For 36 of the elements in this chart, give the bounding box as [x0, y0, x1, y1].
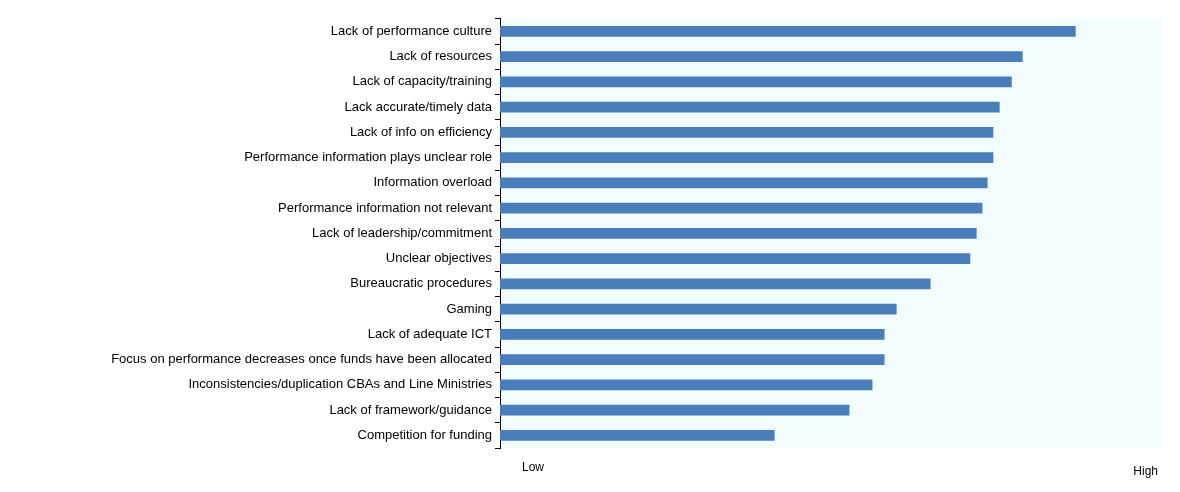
y-tick-label: Focus on performance decreases once funds have been allocated	[111, 351, 492, 367]
text: High	[1133, 464, 1158, 479]
bar	[500, 278, 931, 290]
y-tick-label: Performance information plays unclear role	[244, 149, 492, 165]
y-tick-label: Performance information not relevant	[278, 199, 493, 215]
y-tick-label: Competition for funding	[357, 426, 492, 442]
bar	[500, 51, 1023, 62]
bar	[500, 329, 885, 340]
y-tick-label: Gaming	[446, 300, 492, 316]
y-tick-label: Bureaucratic procedures	[350, 275, 493, 291]
bar	[500, 101, 1000, 113]
bar	[500, 177, 988, 189]
bar	[500, 127, 994, 138]
bar	[500, 202, 983, 214]
bar	[500, 228, 977, 239]
bar	[500, 379, 873, 391]
y-tick-label: Lack of framework/guidance	[329, 401, 492, 417]
y-tick-label: Inconsistencies/duplication CBAs and Line Ministries	[188, 376, 493, 392]
y-tick-label: Lack of resources	[389, 48, 493, 64]
bar	[500, 430, 775, 441]
bar	[500, 253, 971, 264]
bar	[500, 152, 994, 163]
y-tick-label: Information overload	[373, 174, 492, 190]
bar	[500, 76, 1012, 88]
bar	[500, 354, 885, 365]
text: Low	[522, 460, 545, 475]
y-tick-label: Unclear objectives	[385, 250, 493, 266]
y-tick-label: Lack of performance culture	[330, 23, 492, 38]
bar	[500, 303, 897, 315]
y-tick-label: Lack of leadership/commitment	[312, 224, 493, 240]
y-tick-label: Lack of adequate ICT	[367, 325, 493, 341]
bar	[500, 404, 850, 416]
y-tick-label: Lack accurate/timely data	[344, 98, 493, 114]
y-tick-label: Lack of info on efficiency	[349, 123, 493, 139]
y-tick-label: Lack of capacity/training	[352, 73, 492, 89]
bar	[500, 26, 1076, 37]
